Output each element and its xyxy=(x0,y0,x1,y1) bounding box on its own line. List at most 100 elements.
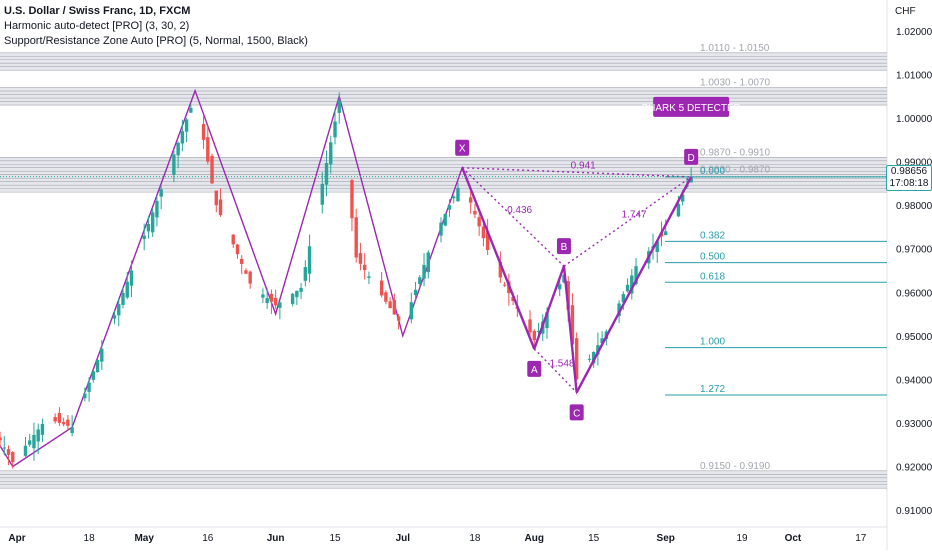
candle-body-90 xyxy=(528,319,532,333)
pattern-point-A: A xyxy=(531,365,538,376)
pattern-point-X-marker xyxy=(455,139,470,156)
time-tick-Oct: Oct xyxy=(785,533,802,544)
candle-body-97 xyxy=(566,281,570,310)
candle-body-54 xyxy=(307,246,312,274)
pattern-point-C-marker xyxy=(569,404,584,421)
candle-body-20 xyxy=(112,315,117,319)
bar-countdown: 17:08:18 xyxy=(889,178,929,189)
candle-body-112 xyxy=(655,241,659,253)
candle-body-6 xyxy=(28,440,32,445)
fib-label-1.272: 1.272 xyxy=(700,384,725,395)
candle-body-77 xyxy=(447,205,452,210)
candle-body-43 xyxy=(244,270,248,274)
candle-body-94 xyxy=(545,312,549,329)
candle-body-40 xyxy=(231,234,235,245)
candle-body-21 xyxy=(117,304,121,316)
candle-body-79 xyxy=(456,187,460,202)
price-tick-1.01000: 1.01000 xyxy=(896,71,932,82)
sr-zone-0 xyxy=(0,52,887,71)
time-tick-Jun: Jun xyxy=(267,533,285,544)
candle-body-29 xyxy=(159,189,163,197)
candle-body-44 xyxy=(248,271,252,284)
candle-body-66 xyxy=(384,292,388,302)
pattern-point-B: B xyxy=(561,242,568,253)
candle-body-108 xyxy=(630,275,634,294)
ratio-line-XB xyxy=(461,167,565,267)
ratio-line-XD xyxy=(462,167,692,178)
candle-body-62 xyxy=(358,253,363,264)
candle-body-12 xyxy=(61,422,66,425)
fib-label-0.500: 0.500 xyxy=(700,252,725,263)
sr-zone-label-3: 0.9830 - 0.9870 xyxy=(700,165,770,176)
chart-legend: U.S. Dollar / Swiss Franc, 1D, FXCM Harm… xyxy=(4,4,308,49)
candle-body-1 xyxy=(0,437,2,441)
candle-body-106 xyxy=(621,294,626,303)
candle-body-86 xyxy=(502,284,507,286)
candle-body-101 xyxy=(591,351,596,364)
time-tick-May: May xyxy=(134,533,154,544)
candle-body-8 xyxy=(36,429,40,442)
candle-body-34 xyxy=(189,107,193,113)
fib-label-0.618: 0.618 xyxy=(700,271,725,282)
candle-body-83 xyxy=(481,226,486,239)
price-tick-0.94000: 0.94000 xyxy=(896,375,932,386)
candle-body-61 xyxy=(354,217,358,258)
candle-body-71 xyxy=(413,289,418,296)
time-tick-Jul: Jul xyxy=(396,533,411,544)
indicator-harmonic-label[interactable]: Harmonic auto-detect [PRO] (3, 30, 2) xyxy=(4,20,190,32)
candle-body-5 xyxy=(23,445,28,456)
pattern-point-A-marker xyxy=(527,360,542,377)
ratio-label-BD: 1.747 xyxy=(622,210,647,221)
candle-body-100 xyxy=(587,358,592,360)
candle-body-58 xyxy=(333,121,337,138)
candle-body-53 xyxy=(303,267,308,281)
price-tick-1.02000: 1.02000 xyxy=(896,27,932,38)
indicator-sr-zone-label[interactable]: Support/Resistance Zone Auto [PRO] (5, N… xyxy=(4,35,308,47)
candle-body-69 xyxy=(396,316,401,321)
candle-body-95 xyxy=(558,284,562,290)
price-tick-1.00000: 1.00000 xyxy=(896,114,932,125)
candle-body-57 xyxy=(329,142,333,165)
pattern-leg-XA xyxy=(461,167,536,350)
sr-zone-4 xyxy=(0,470,887,489)
candle-body-16 xyxy=(87,382,91,392)
candle-body-11 xyxy=(57,412,62,423)
symbol-title[interactable]: U.S. Dollar / Swiss Franc, 1D, FXCM xyxy=(4,5,191,17)
candle-body-25 xyxy=(142,235,146,240)
time-tick-Aug: Aug xyxy=(525,533,544,544)
candle-body-14 xyxy=(70,427,74,434)
candle-body-37 xyxy=(210,155,214,184)
candle-body-48 xyxy=(273,297,278,306)
time-tick-17: 17 xyxy=(855,533,867,544)
fib-label-0.000: 0.000 xyxy=(700,166,725,177)
pattern-point-C: C xyxy=(573,408,580,419)
candle-body-45 xyxy=(261,294,265,298)
pattern-leg-BC xyxy=(562,266,578,393)
candle-body-116 xyxy=(680,194,685,202)
time-tick-18: 18 xyxy=(469,533,481,544)
candle-body-51 xyxy=(295,290,299,298)
zigzag-line xyxy=(0,88,692,468)
candle-body-39 xyxy=(218,199,223,215)
candle-body-2 xyxy=(2,447,6,449)
candle-body-30 xyxy=(172,154,176,175)
ratio-line-AC xyxy=(533,348,578,393)
candle-body-65 xyxy=(379,280,384,296)
pattern-point-D-marker xyxy=(684,148,699,165)
time-tick-16: 16 xyxy=(202,533,214,544)
candle-body-82 xyxy=(477,217,481,227)
candle-body-31 xyxy=(176,142,180,156)
price-tick-0.93000: 0.93000 xyxy=(896,419,932,430)
candle-body-67 xyxy=(388,301,392,309)
candle-body-72 xyxy=(418,277,422,285)
price-tick-0.98000: 0.98000 xyxy=(896,201,932,212)
pattern-point-X: X xyxy=(459,144,466,155)
sr-zone-2 xyxy=(0,157,887,175)
candle-body-13 xyxy=(66,419,70,426)
sr-zone-label-1: 1.0030 - 1.0070 xyxy=(700,78,770,89)
last-price-value: 0.98656 xyxy=(890,166,928,177)
fib-label-0.382: 0.382 xyxy=(700,230,725,241)
candle-body-85 xyxy=(498,261,503,278)
